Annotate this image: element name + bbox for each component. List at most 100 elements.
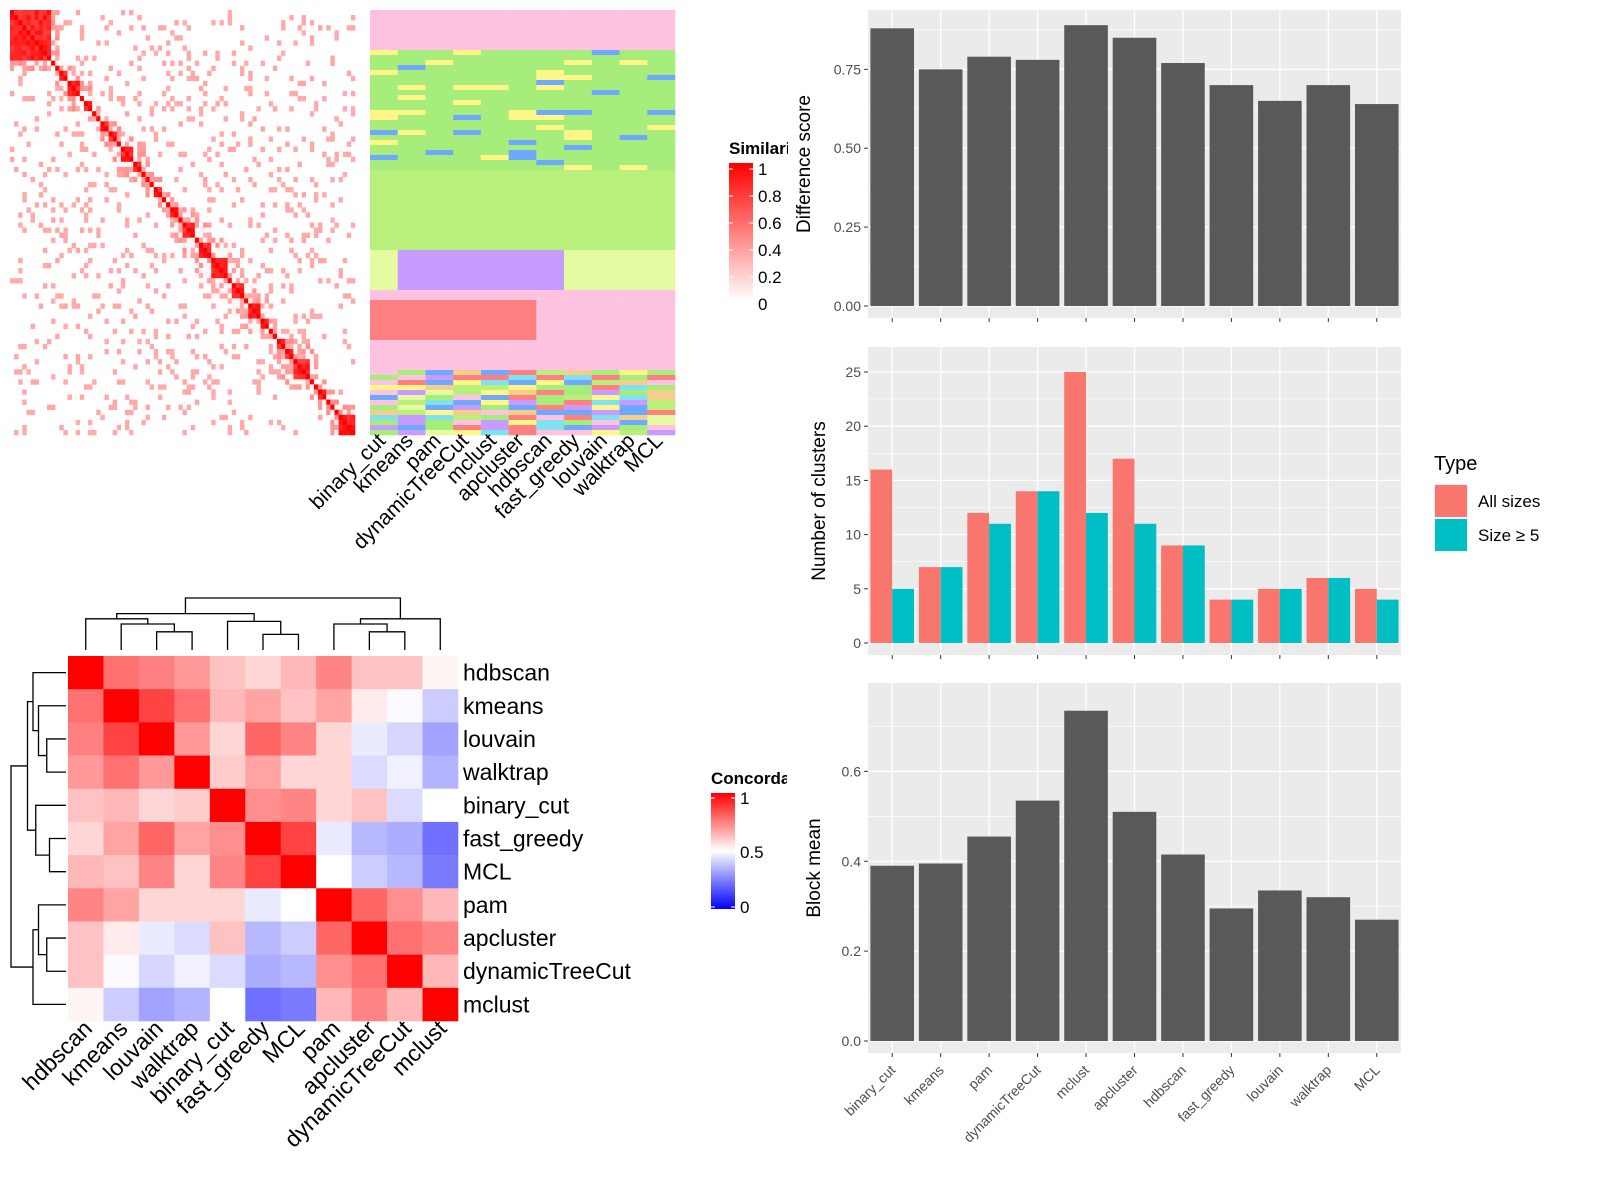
similarity-cell bbox=[92, 293, 97, 299]
membership-cell bbox=[647, 155, 676, 161]
similarity-cell bbox=[289, 288, 294, 294]
membership-cell bbox=[480, 155, 509, 161]
similarity-cell bbox=[346, 429, 352, 436]
similarity-cell bbox=[207, 247, 212, 254]
similarity-cell bbox=[75, 354, 81, 360]
similarity-cell bbox=[88, 197, 93, 203]
membership-cell bbox=[619, 190, 648, 196]
membership-cell bbox=[397, 425, 426, 431]
membership-cell bbox=[619, 280, 648, 286]
similarity-cell bbox=[198, 85, 204, 92]
similarity-cell bbox=[166, 70, 171, 77]
membership-cell bbox=[425, 135, 454, 141]
membership-cell bbox=[453, 395, 482, 401]
similarity-cell bbox=[88, 227, 93, 233]
similarity-cell bbox=[116, 161, 122, 168]
similarity-cell bbox=[322, 257, 327, 264]
similarity-cell bbox=[256, 323, 261, 330]
similarity-cell bbox=[281, 359, 286, 365]
similarity-cell bbox=[207, 146, 212, 152]
similarity-cell bbox=[289, 338, 294, 345]
membership-cell bbox=[647, 100, 676, 106]
membership-cell bbox=[397, 360, 426, 366]
membership-cell bbox=[564, 30, 593, 36]
similarity-cell bbox=[231, 283, 237, 289]
membership-cell bbox=[425, 310, 454, 316]
similarity-cell bbox=[75, 121, 81, 127]
membership-cell bbox=[508, 100, 537, 106]
membership-cell bbox=[370, 425, 399, 431]
similarity-cell bbox=[51, 75, 56, 82]
membership-cell bbox=[564, 55, 593, 61]
similarity-cell bbox=[285, 338, 290, 345]
similarity-cell bbox=[198, 262, 204, 269]
concordance-cell bbox=[209, 689, 246, 723]
membership-cell bbox=[591, 345, 620, 351]
y-tick-label: 0.6 bbox=[842, 763, 862, 779]
membership-cell bbox=[564, 280, 593, 286]
concordance-cell bbox=[316, 987, 352, 1022]
concordance-row-dendrogram-link bbox=[35, 804, 66, 856]
membership-cell bbox=[370, 390, 399, 396]
y-axis-label: Difference score bbox=[794, 95, 815, 233]
membership-cell bbox=[591, 240, 620, 246]
similarity-cell bbox=[22, 192, 27, 198]
similarity-cell bbox=[133, 313, 138, 319]
similarity-cell bbox=[272, 106, 278, 112]
membership-cell bbox=[591, 405, 620, 411]
similarity-cell bbox=[75, 106, 81, 112]
similarity-cell bbox=[38, 40, 44, 46]
similarity-cell bbox=[260, 126, 265, 132]
similarity-cell bbox=[71, 75, 77, 82]
similarity-cell bbox=[186, 222, 192, 228]
similarity-cell bbox=[186, 227, 192, 233]
similarity-cell bbox=[235, 273, 241, 279]
membership-cell bbox=[536, 355, 565, 361]
similarity-cell bbox=[75, 419, 81, 426]
membership-cell bbox=[536, 130, 565, 136]
similarity-cell bbox=[281, 298, 286, 304]
membership-cell bbox=[425, 420, 454, 426]
similarity-cell bbox=[22, 20, 27, 26]
similarity-cell bbox=[71, 90, 77, 97]
similarity-cell bbox=[42, 20, 48, 26]
concordance-row-label: louvain bbox=[463, 726, 536, 752]
similarity-cell bbox=[71, 70, 77, 77]
concordance-cell bbox=[174, 987, 211, 1022]
membership-cell bbox=[564, 170, 593, 176]
similarity-cell bbox=[211, 136, 216, 142]
similarity-cell bbox=[34, 293, 40, 299]
membership-cell bbox=[591, 335, 620, 341]
similarity-cell bbox=[293, 343, 298, 350]
similarity-cell bbox=[30, 379, 35, 385]
similarity-cell bbox=[100, 126, 105, 132]
similarity-cell bbox=[14, 40, 19, 46]
membership-cell bbox=[425, 295, 454, 301]
similarity-cell bbox=[219, 262, 224, 269]
similarity-cell bbox=[141, 419, 146, 426]
membership-cell bbox=[480, 55, 509, 61]
similarity-cell bbox=[326, 399, 331, 405]
concordance-cell bbox=[387, 788, 423, 823]
bar bbox=[1328, 577, 1351, 643]
similarity-cell bbox=[244, 288, 249, 294]
similarity-cell bbox=[289, 384, 294, 390]
similarity-cell bbox=[203, 379, 208, 385]
similarity-cell bbox=[22, 424, 27, 431]
similarity-cell bbox=[342, 257, 348, 264]
membership-cell bbox=[564, 40, 593, 46]
membership-cell bbox=[591, 80, 620, 86]
membership-cell bbox=[647, 55, 676, 61]
similarity-cell bbox=[272, 348, 278, 355]
similarity-cell bbox=[211, 293, 216, 299]
concordance-legend-label: 0 bbox=[740, 898, 749, 917]
membership-cell bbox=[370, 215, 399, 221]
membership-cell bbox=[564, 80, 593, 86]
membership-cell bbox=[564, 255, 593, 261]
concordance-cell bbox=[316, 788, 352, 823]
membership-cell bbox=[536, 110, 565, 116]
similarity-cell bbox=[59, 60, 64, 66]
similarity-cell bbox=[281, 20, 286, 26]
similarity-cell bbox=[174, 237, 179, 244]
similarity-cell bbox=[350, 409, 356, 416]
